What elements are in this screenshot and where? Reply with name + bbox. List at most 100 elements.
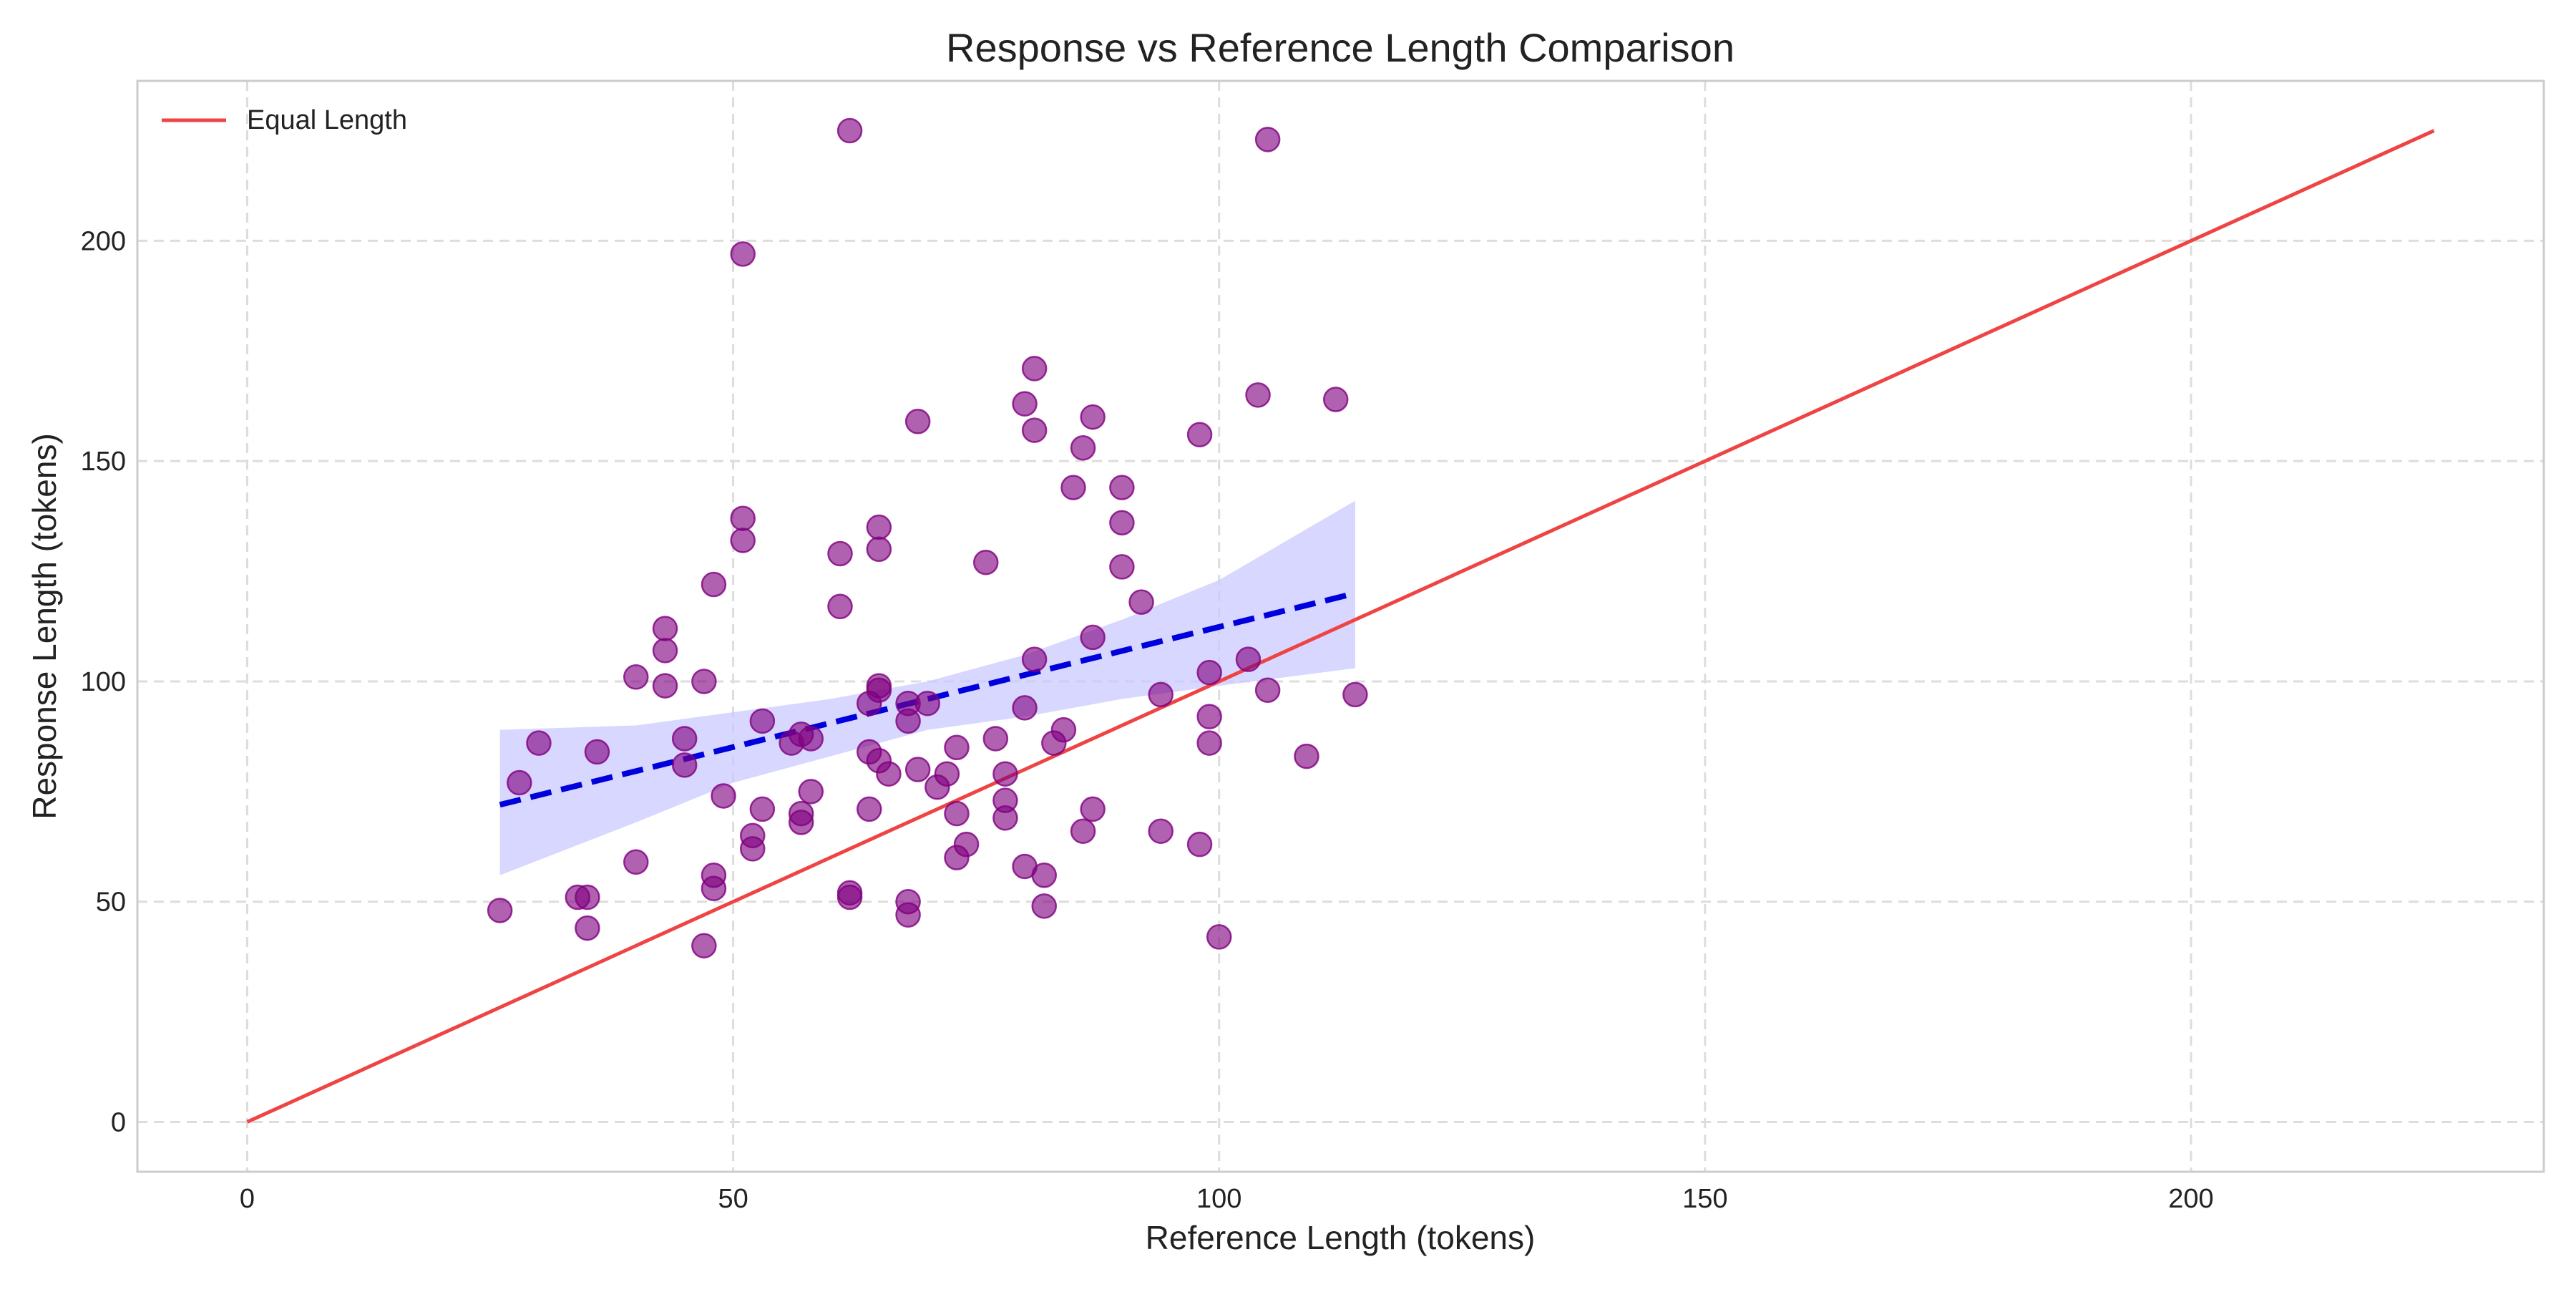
data-point (1021, 646, 1048, 672)
data-point (1186, 831, 1213, 858)
data-point (1196, 704, 1222, 729)
data-point (749, 708, 776, 734)
y-tick-label: 150 (81, 447, 126, 477)
data-point (1021, 417, 1048, 443)
data-point (1186, 422, 1213, 448)
data-point (798, 779, 824, 805)
data-point (857, 690, 882, 717)
x-tick-label: 100 (1196, 1184, 1241, 1214)
data-point (652, 673, 678, 699)
confidence-band (499, 500, 1355, 875)
data-point (652, 638, 678, 664)
data-point (623, 664, 649, 690)
x-tick-label: 150 (1682, 1184, 1727, 1214)
data-point (671, 752, 698, 778)
line-layer (246, 129, 2435, 1124)
data-point (730, 505, 756, 531)
data-point (1070, 434, 1096, 461)
data-point (1031, 863, 1057, 888)
data-point (575, 884, 600, 910)
data-point (730, 241, 756, 267)
data-point (1109, 510, 1135, 536)
x-axis-label: Reference Length (tokens) (1146, 1219, 1536, 1256)
data-point (827, 593, 853, 620)
data-point (857, 796, 882, 822)
data-point (487, 898, 513, 923)
tick-labels: 0 50 100 150 200 0 50 100 150 200 (81, 226, 2214, 1214)
data-point (944, 800, 970, 827)
data-point (526, 730, 552, 756)
data-point (1080, 624, 1106, 651)
data-point (652, 616, 678, 641)
data-point (671, 726, 698, 752)
data-point (1109, 475, 1135, 500)
data-point (924, 774, 950, 800)
data-point (1012, 695, 1038, 721)
data-point (711, 783, 736, 809)
data-point (895, 708, 921, 734)
data-point (623, 849, 649, 875)
data-point (749, 796, 776, 822)
y-tick-label: 0 (111, 1107, 126, 1137)
data-point (1041, 730, 1067, 756)
data-point (866, 514, 892, 540)
data-point (992, 805, 1018, 831)
data-point (914, 690, 940, 717)
data-point (1206, 924, 1232, 950)
data-point (895, 902, 921, 928)
data-point (691, 669, 717, 694)
data-point (740, 836, 766, 862)
data-point (1342, 681, 1368, 708)
data-point (836, 117, 863, 144)
data-point (1254, 127, 1281, 152)
x-tick-label: 200 (2168, 1184, 2213, 1214)
legend: Equal Length (162, 105, 407, 135)
y-tick-label: 100 (81, 667, 126, 697)
data-point (575, 915, 600, 941)
data-point (1196, 659, 1222, 686)
x-tick-label: 0 (240, 1184, 255, 1214)
points-layer (487, 117, 1368, 958)
data-point (1196, 730, 1222, 756)
data-point (944, 845, 970, 870)
data-point (1021, 356, 1048, 382)
data-point (972, 550, 999, 575)
data-point (691, 933, 717, 958)
x-tick-label: 50 (718, 1184, 748, 1214)
data-point (904, 757, 931, 782)
y-tick-label: 200 (81, 226, 126, 256)
data-point (788, 810, 814, 835)
equal-length-line (246, 129, 2435, 1124)
trend-line (499, 590, 1356, 808)
data-point (1254, 677, 1281, 703)
data-point (730, 528, 756, 553)
data-point (1128, 589, 1154, 615)
confidence-band-layer (499, 500, 1355, 875)
data-point (944, 734, 970, 761)
data-point (876, 761, 902, 787)
data-point (1031, 893, 1057, 919)
data-point (866, 536, 892, 563)
data-point (1148, 818, 1174, 844)
data-point (992, 761, 1018, 787)
data-point (1060, 475, 1086, 500)
data-point (507, 769, 532, 796)
data-point (1235, 646, 1262, 672)
y-axis-label: Response Length (tokens) (26, 433, 63, 820)
data-point (584, 739, 610, 765)
data-point (1294, 743, 1319, 769)
legend-label-equal-length: Equal Length (247, 105, 407, 135)
data-point (1109, 554, 1135, 580)
data-point (1012, 391, 1038, 417)
data-point (1148, 681, 1174, 708)
data-point (1322, 387, 1349, 412)
data-point (701, 875, 727, 901)
data-point (1080, 796, 1106, 822)
data-point (1070, 818, 1096, 844)
data-point (1080, 404, 1106, 430)
data-point (701, 571, 727, 598)
y-tick-label: 50 (96, 888, 126, 918)
data-point (1245, 382, 1271, 408)
